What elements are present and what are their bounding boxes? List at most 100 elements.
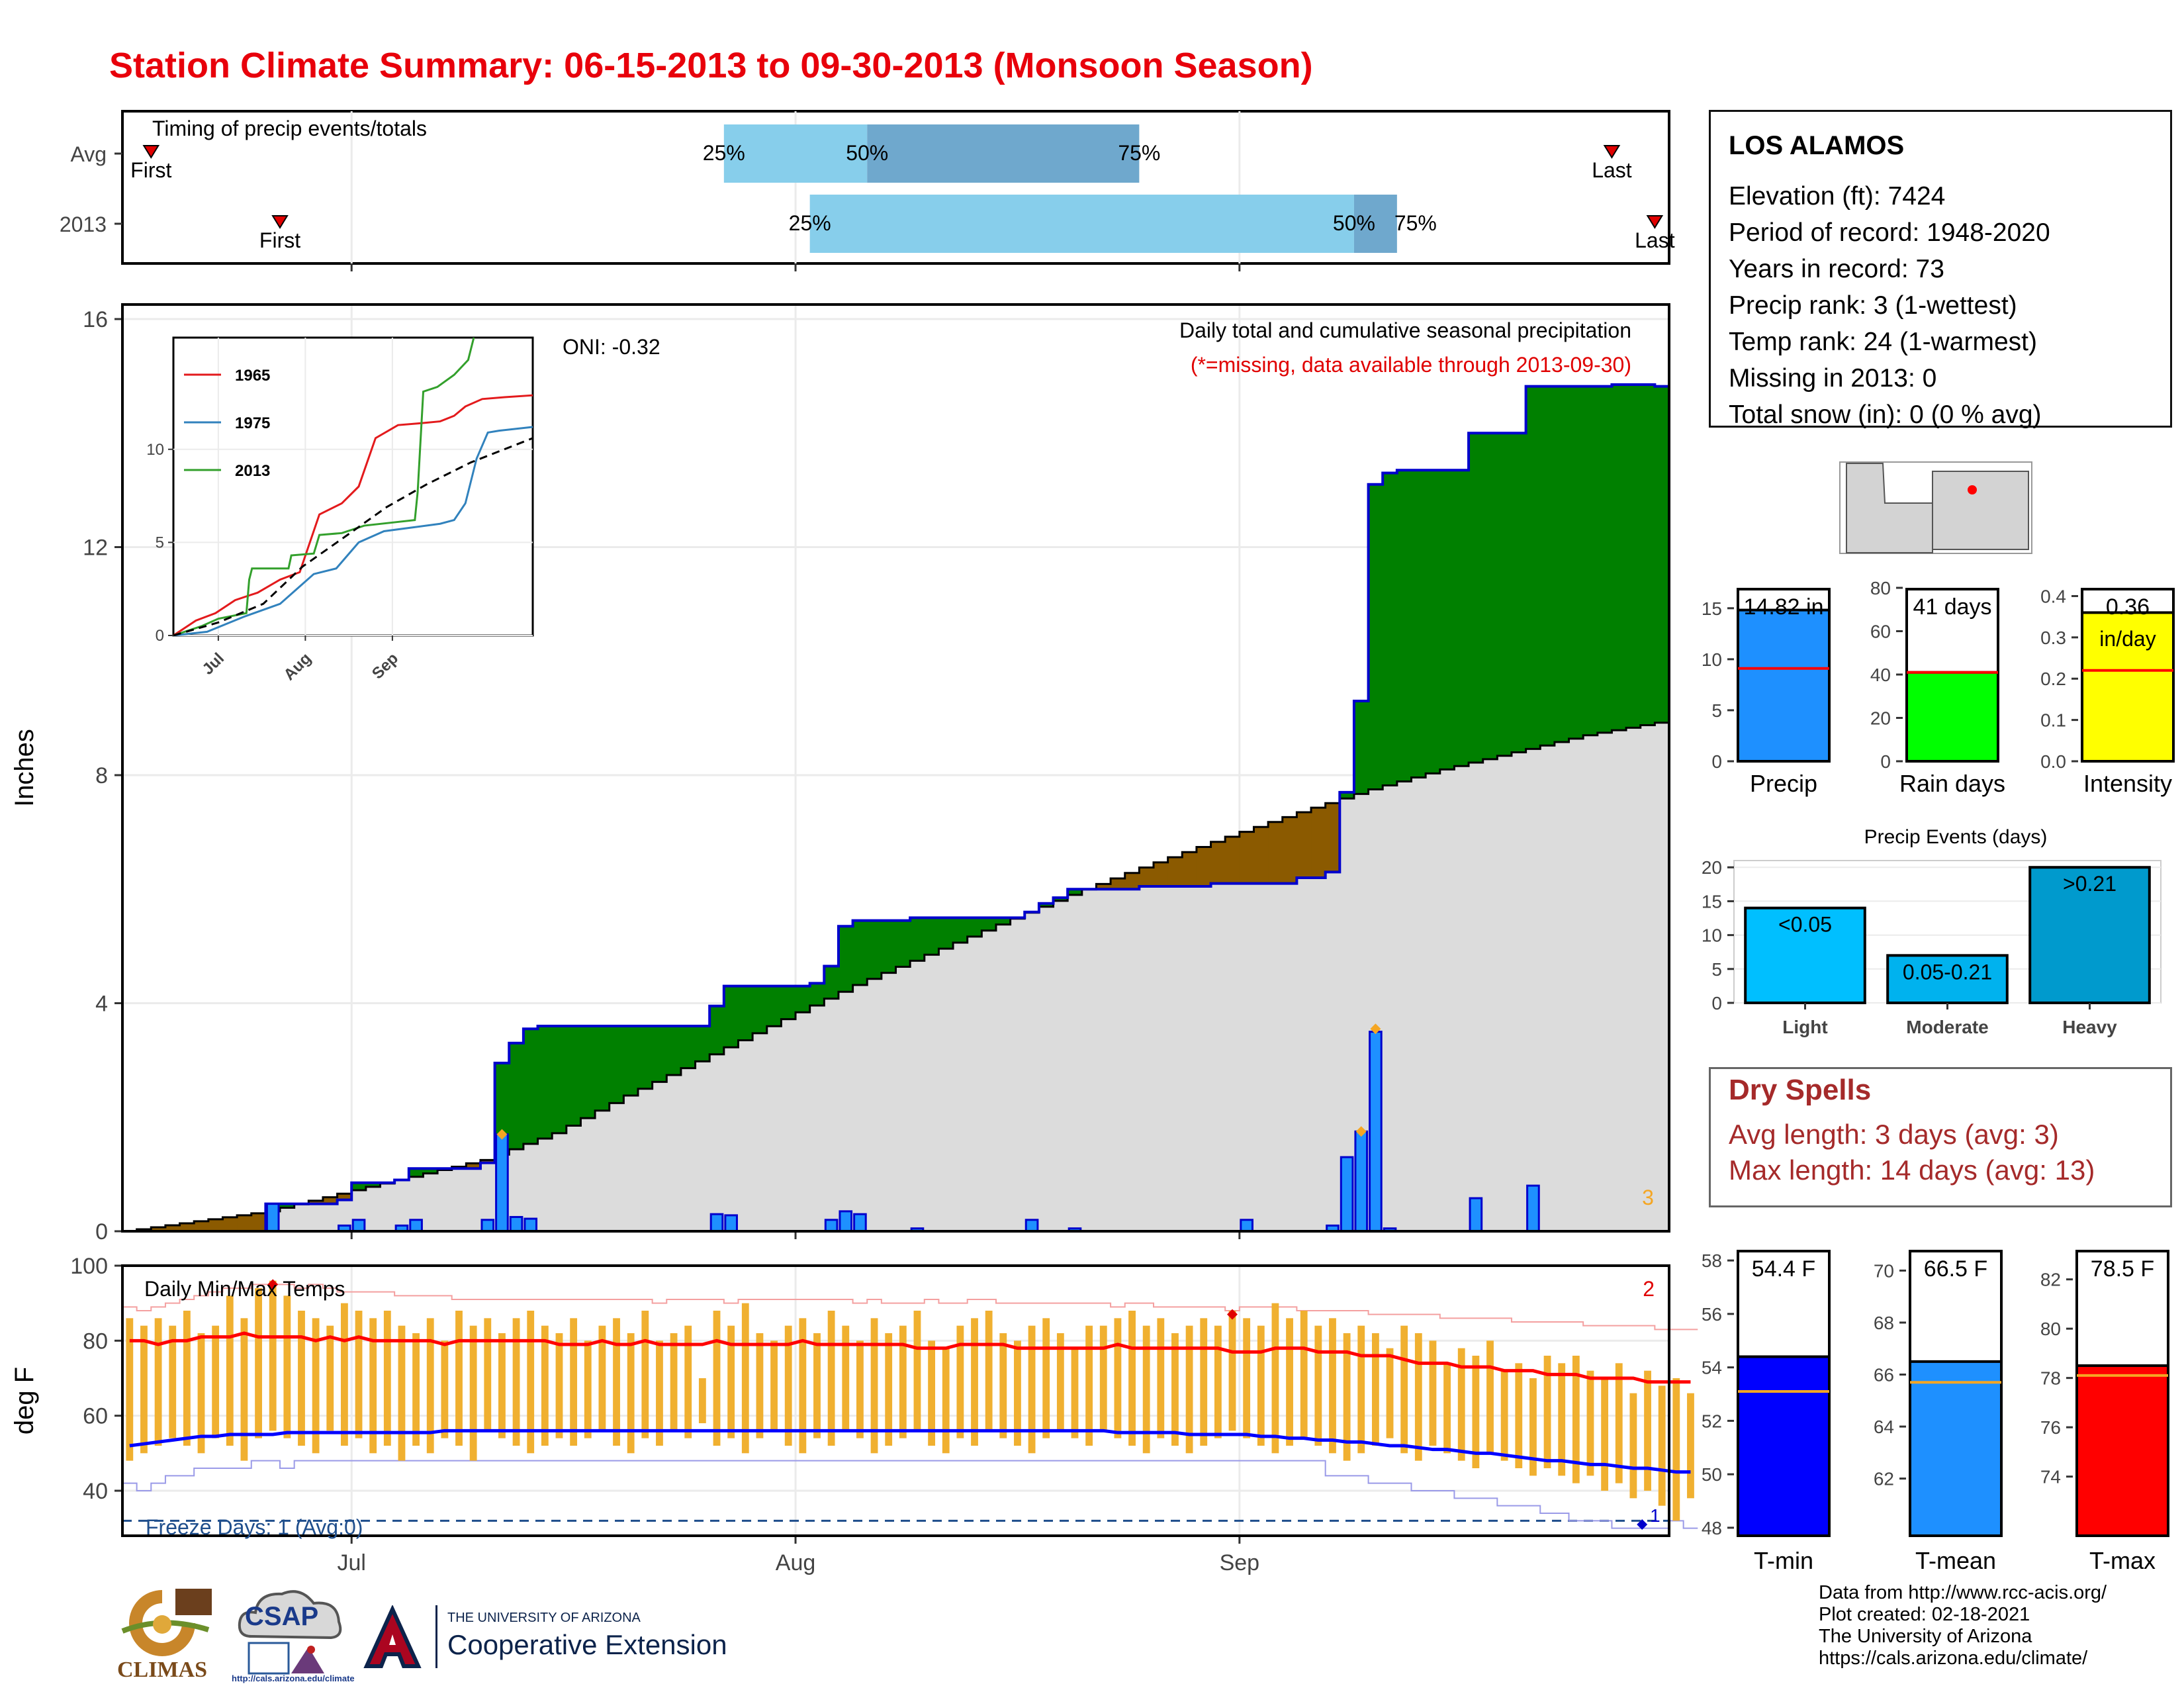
timing-p50-label: 50% [1333,211,1375,235]
tsummary-t-min-value-label: 54.4 F [1752,1256,1815,1282]
ua-extension-logo: THE UNIVERSITY OF ARIZONA Cooperative Ex… [363,1604,733,1671]
daily-temp-bar [1271,1303,1279,1454]
record-high-marker [1227,1309,1238,1320]
inset-legend-label: 2013 [235,462,270,480]
daily-temp-bar [913,1311,921,1431]
above-avg-area [595,1025,610,1111]
below-avg-area [308,1200,324,1204]
temp-missing-count: 2 [1643,1277,1655,1301]
tsummary-t-max-ytick-label: 76 [2040,1417,2061,1438]
credits: Data from http://www.rcc-acis.org/ Plot … [1819,1582,2107,1669]
station-name: LOS ALAMOS [1729,131,1905,160]
inset-legend-label: 1965 [235,367,270,385]
below-avg-area [165,1225,181,1231]
summary-intensity-ytick-label: 0.2 [2040,669,2066,689]
inset-series-avg [173,437,533,637]
station-location-dot [1968,485,1977,494]
daily-temp-bar [1644,1370,1651,1491]
precip-ytick-label: 4 [95,992,108,1017]
above-avg-area [1612,385,1627,731]
daily-temp-bar [169,1325,177,1438]
daily-precip-bar [824,1219,839,1233]
precip-ytick-label: 8 [95,763,108,788]
tsummary-t-min-bar [1737,1355,1831,1538]
daily-record-marker [1355,1126,1367,1137]
avg-tmin-line [129,1429,1691,1474]
daily-temp-bar [641,1311,649,1438]
record-high-marker [267,1279,279,1290]
tsummary-t-mean-ytick-label: 62 [1874,1469,1894,1489]
tsummary-t-mean-ytick-label: 70 [1874,1260,1894,1281]
daily-temp-bar [1200,1318,1208,1446]
above-avg-area [995,917,1011,925]
timing-last-marker [1646,215,1664,229]
daily-temp-bar [527,1311,535,1454]
freeze-days-label: Freeze Days: 1 (Avg:0) [146,1515,363,1539]
daily-temp-bar [1286,1318,1293,1446]
credit-line: Plot created: 02-18-2021 [1819,1604,2030,1625]
daily-temp-bar [1228,1311,1236,1431]
daily-precip-bar [839,1210,853,1233]
daily-temp-bar [999,1333,1007,1438]
above-avg-area [1426,470,1441,774]
page-title: Station Climate Summary: 06-15-2013 to 0… [109,46,1313,85]
daily-temp-bar [1071,1348,1079,1438]
summary-intensity-ytick-label: 0.4 [2040,586,2066,606]
daily-temp-bar [741,1303,749,1454]
summary-precip-ytick-label: 5 [1711,700,1722,721]
temp-ytick-label: 60 [83,1404,108,1429]
above-avg-area [1469,433,1484,763]
below-avg-area [1154,862,1169,886]
daily-temp-bar [226,1295,234,1446]
summary-precip-bar [1737,608,1831,763]
above-avg-area [953,917,968,943]
station-precip-rank: Precip rank: 3 (1-wettest) [1729,291,2017,320]
timing-last-marker [1603,145,1621,159]
above-avg-area [537,1025,553,1139]
station-temp-rank: Temp rank: 24 (1-warmest) [1729,328,2037,356]
daily-temp-bar [627,1333,635,1454]
credit-line: The University of Arizona [1819,1626,2032,1647]
events-ytick-label: 20 [1702,857,1722,878]
dry-spells-max: Max length: 14 days (avg: 13) [1729,1154,2095,1186]
daily-temp-bar [1658,1385,1666,1506]
daily-temp-bar [255,1288,262,1438]
summary-intensity-value-label: 0.36 [2106,594,2150,620]
tsummary-t-max-caption: T-max [2089,1547,2156,1574]
daily-temp-bar [698,1378,706,1423]
precip-chart-title: Daily total and cumulative seasonal prec… [1179,318,1631,342]
tsummary-t-max-ytick-label: 80 [2040,1319,2061,1339]
daily-temp-bar [842,1325,850,1431]
tsummary-t-max-bar [2075,1364,2169,1537]
below-avg-area [1311,808,1326,878]
daily-temp-bar [383,1311,391,1446]
above-avg-area [738,986,753,1041]
events-category-label: Light [1782,1017,1827,1037]
below-avg-area [1196,847,1212,886]
daily-temp-bar [985,1311,993,1431]
above-avg-area [1396,470,1412,782]
station-snow: Total snow (in): 0 (0 % avg) [1729,400,2042,429]
timing-first-marker [142,145,160,159]
daily-temp-bar [1543,1356,1551,1468]
above-avg-area [580,1025,596,1119]
summary-rain-days-caption: Rain days [1899,770,2005,797]
above-avg-area [852,920,868,985]
precip-ytick-label: 16 [83,307,108,332]
tsummary-t-max-ytick-label: 82 [2040,1270,2061,1290]
daily-temp-bar [971,1318,978,1446]
above-avg-area [1569,386,1584,739]
above-avg-area [652,1025,667,1082]
summary-rain-days-ytick-label: 60 [1870,622,1891,642]
map-state-nm [1932,471,2029,550]
events-category-label: Moderate [1906,1017,1988,1037]
daily-temp-bar [1171,1333,1179,1446]
below-avg-area [1096,884,1111,890]
cumulative-2013-line [122,383,1669,1233]
daily-temp-bar [670,1333,678,1431]
summary-intensity-ytick-label: 0.1 [2040,710,2066,731]
above-avg-area [680,1025,696,1068]
events-category-label: Heavy [2062,1017,2117,1037]
daily-temp-bar [1486,1340,1494,1454]
